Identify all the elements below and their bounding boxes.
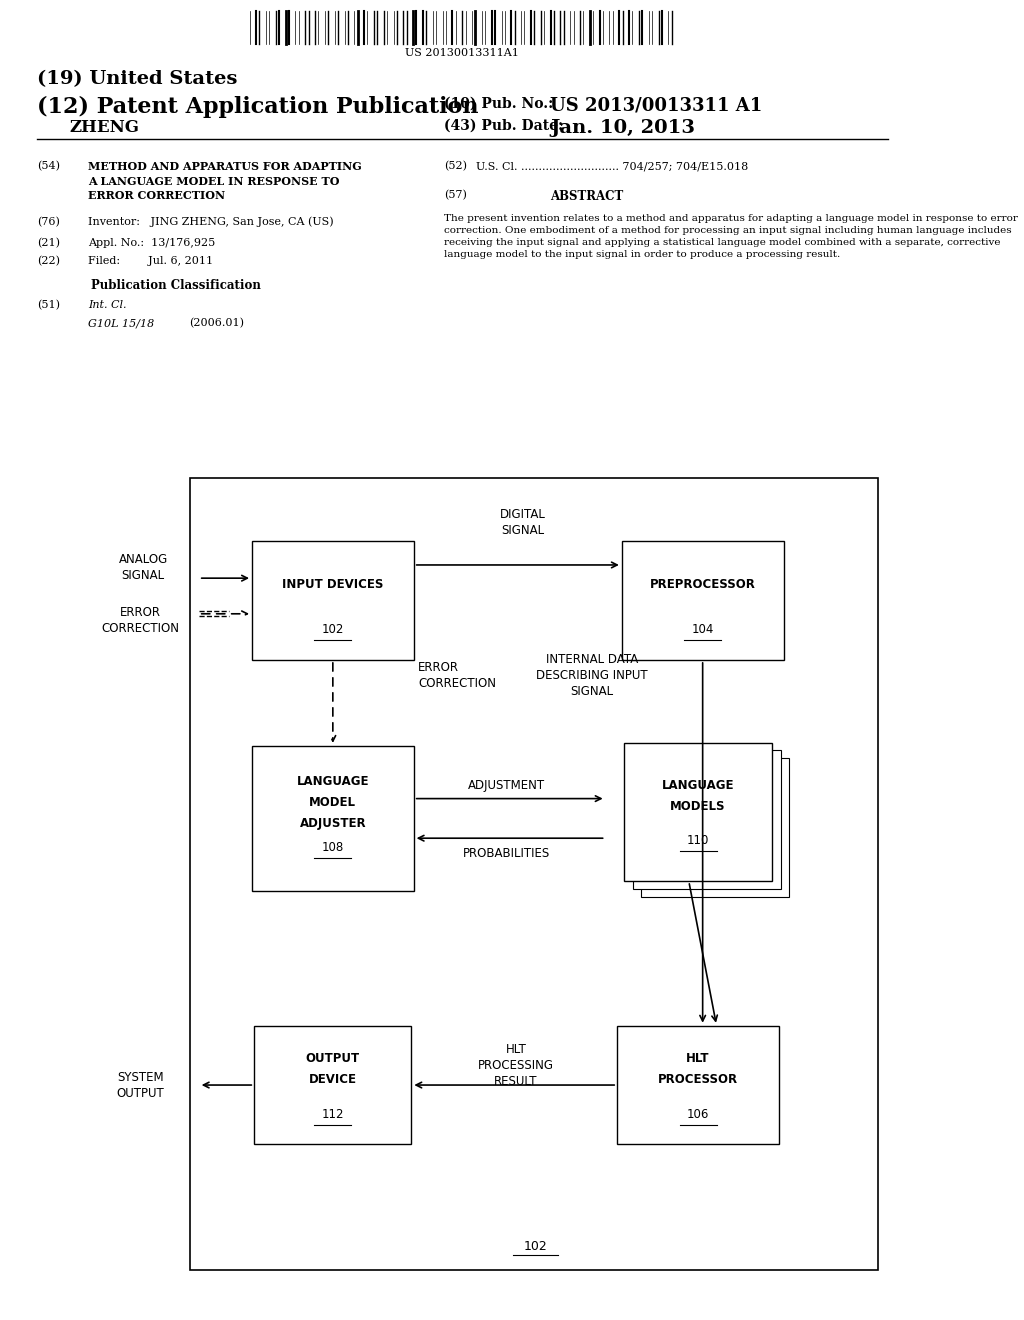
Text: INTERNAL DATA
DESCRIBING INPUT
SIGNAL: INTERNAL DATA DESCRIBING INPUT SIGNAL <box>536 653 647 698</box>
Text: US 20130013311A1: US 20130013311A1 <box>406 48 519 58</box>
FancyBboxPatch shape <box>617 1026 779 1144</box>
Text: ERROR
CORRECTION: ERROR CORRECTION <box>418 661 496 690</box>
Text: U.S. Cl. ............................ 704/257; 704/E15.018: U.S. Cl. ............................ 70… <box>476 161 749 172</box>
Text: Appl. No.:  13/176,925: Appl. No.: 13/176,925 <box>88 238 215 248</box>
Text: ERROR
CORRECTION: ERROR CORRECTION <box>101 606 179 635</box>
Text: INPUT DEVICES: INPUT DEVICES <box>283 578 384 591</box>
Text: Int. Cl.: Int. Cl. <box>88 300 126 310</box>
Text: 102: 102 <box>523 1239 547 1253</box>
Text: (43) Pub. Date:: (43) Pub. Date: <box>443 119 563 133</box>
Text: ABSTRACT: ABSTRACT <box>551 190 624 203</box>
Text: METHOD AND APPARATUS FOR ADAPTING
A LANGUAGE MODEL IN RESPONSE TO
ERROR CORRECTI: METHOD AND APPARATUS FOR ADAPTING A LANG… <box>88 161 361 201</box>
Text: MODELS: MODELS <box>671 800 726 813</box>
FancyBboxPatch shape <box>254 1026 412 1144</box>
Text: (54): (54) <box>37 161 60 172</box>
Text: (12) Patent Application Publication: (12) Patent Application Publication <box>37 96 478 119</box>
Text: PREPROCESSOR: PREPROCESSOR <box>649 578 756 591</box>
Text: (22): (22) <box>37 256 60 267</box>
Text: 106: 106 <box>687 1107 710 1121</box>
Text: (51): (51) <box>37 300 60 310</box>
FancyBboxPatch shape <box>633 750 781 890</box>
Text: (21): (21) <box>37 238 60 248</box>
Text: HLT
PROCESSING
RESULT: HLT PROCESSING RESULT <box>478 1043 554 1088</box>
Text: LANGUAGE: LANGUAGE <box>297 775 369 788</box>
Text: (19) United States: (19) United States <box>37 70 238 88</box>
FancyBboxPatch shape <box>624 742 772 882</box>
Text: US 2013/0013311 A1: US 2013/0013311 A1 <box>550 96 762 115</box>
Text: PROBABILITIES: PROBABILITIES <box>463 847 550 861</box>
FancyBboxPatch shape <box>252 746 414 891</box>
FancyBboxPatch shape <box>622 541 783 660</box>
Text: 102: 102 <box>322 623 344 636</box>
Text: G10L 15/18: G10L 15/18 <box>88 318 154 329</box>
Text: DEVICE: DEVICE <box>309 1073 356 1086</box>
Text: ADJUSTMENT: ADJUSTMENT <box>468 779 545 792</box>
Text: Inventor:   JING ZHENG, San Jose, CA (US): Inventor: JING ZHENG, San Jose, CA (US) <box>88 216 334 227</box>
Text: OUTPUT: OUTPUT <box>306 1052 359 1065</box>
Text: (52): (52) <box>443 161 467 172</box>
Text: ADJUSTER: ADJUSTER <box>300 817 367 830</box>
Text: ZHENG: ZHENG <box>70 119 139 136</box>
FancyBboxPatch shape <box>189 478 879 1270</box>
Text: HLT: HLT <box>686 1052 710 1065</box>
Text: 112: 112 <box>322 1107 344 1121</box>
Text: 110: 110 <box>687 834 710 847</box>
Text: LANGUAGE: LANGUAGE <box>662 779 734 792</box>
Text: SYSTEM
OUTPUT: SYSTEM OUTPUT <box>117 1071 165 1100</box>
Text: Jan. 10, 2013: Jan. 10, 2013 <box>550 119 695 137</box>
Text: Publication Classification: Publication Classification <box>91 279 260 292</box>
Text: The present invention relates to a method and apparatus for adapting a language : The present invention relates to a metho… <box>443 214 1018 259</box>
FancyBboxPatch shape <box>641 758 788 898</box>
Text: DIGITAL
SIGNAL: DIGITAL SIGNAL <box>500 508 546 537</box>
Text: (76): (76) <box>37 216 59 227</box>
Text: 108: 108 <box>322 841 344 854</box>
Text: (2006.01): (2006.01) <box>189 318 245 329</box>
Text: ANALOG
SIGNAL: ANALOG SIGNAL <box>119 553 168 582</box>
Text: 104: 104 <box>691 623 714 636</box>
Text: (57): (57) <box>443 190 467 201</box>
FancyBboxPatch shape <box>252 541 414 660</box>
Text: (10) Pub. No.:: (10) Pub. No.: <box>443 96 553 111</box>
Text: PROCESSOR: PROCESSOR <box>658 1073 738 1086</box>
Text: MODEL: MODEL <box>309 796 356 809</box>
Text: Filed:        Jul. 6, 2011: Filed: Jul. 6, 2011 <box>88 256 213 267</box>
